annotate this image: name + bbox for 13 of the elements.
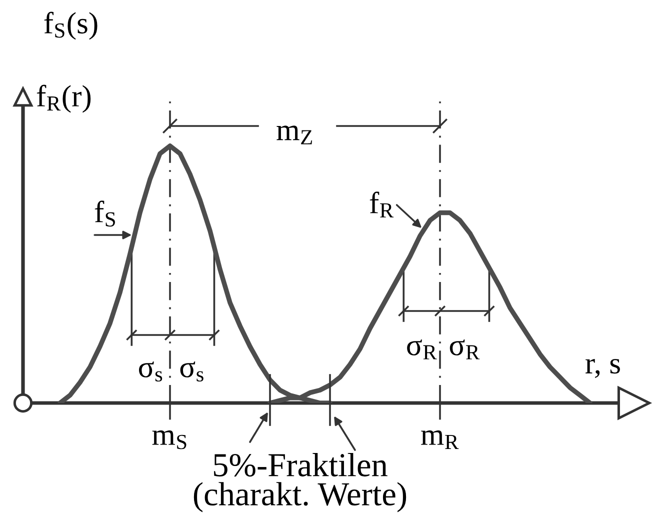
x-tick-label: m$_{S}$ <box>152 430 186 450</box>
text: m$_{Z}$ <box>276 126 312 144</box>
y-axis-title: f$_{R}$(r) <box>36 84 91 113</box>
annotation: σ$_{s}$ <box>180 361 204 382</box>
annotation: σ$_{R}$ <box>450 339 480 360</box>
series-label: f$_{R}$ <box>370 192 394 218</box>
annotation: σ$_{R}$ <box>407 339 437 360</box>
text: f$_{S}$(s) <box>44 12 98 40</box>
x-tick-label: m$_{R}$ <box>421 430 459 449</box>
series-label: f$_{S}$ <box>94 200 115 227</box>
annotation: σ$_{s}$ <box>139 361 162 382</box>
text: 5%-Fraktilen (charakt. Werte) <box>194 453 406 512</box>
x-axis-title: r, s <box>586 358 620 378</box>
